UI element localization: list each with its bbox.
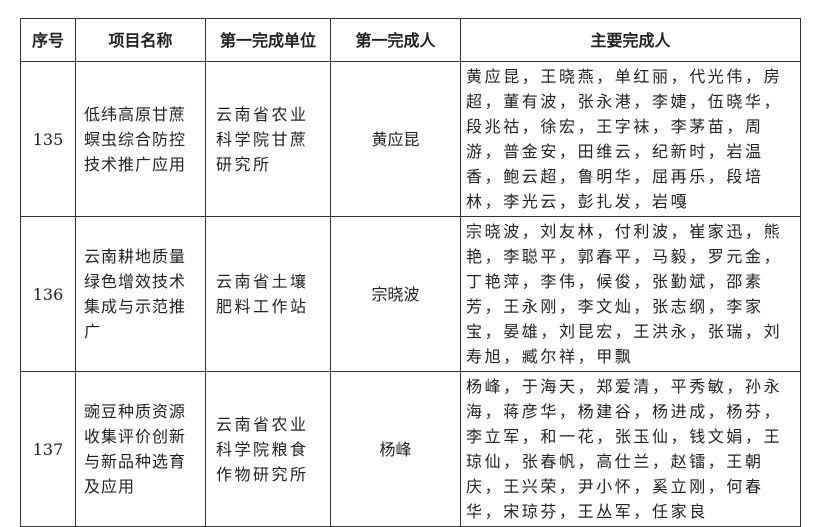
header-no: 序号	[20, 18, 76, 62]
row-no: 135	[20, 61, 76, 217]
row-members: 宗晓波，刘友林，付利波，崔家迅，熊艳，李聪平，郭春平，马毅，罗元金，丁艳萍，李伟…	[460, 216, 801, 372]
row-leader: 黄应昆	[330, 61, 461, 217]
row-members: 黄应昆，王晓燕，单红丽，代光伟，房超，董有波，张永港，李婕，伍晓华，段兆祜，徐宏…	[460, 61, 801, 217]
table-row: 135 低纬高原甘蔗螟虫综合防控技术推广应用 云南省农业科学院甘蔗研究所 黄应昆…	[20, 61, 801, 217]
awards-table: 序号 项目名称 第一完成单位 第一完成人 主要完成人 135 低纬高原甘蔗螟虫综…	[20, 18, 801, 527]
table-row: 136 云南耕地质量绿色增效技术集成与示范推广 云南省土壤肥料工作站 宗晓波 宗…	[20, 216, 801, 372]
header-unit: 第一完成单位	[205, 18, 331, 62]
header-leader: 第一完成人	[330, 18, 461, 62]
table-row: 137 豌豆种质资源收集评价创新与新品种选育及应用 云南省农业科学院粮食作物研究…	[20, 371, 801, 527]
row-members: 杨峰，于海天，郑爱清，平秀敏，孙永海，蒋彦华，杨建谷，杨进成，杨芬，李立军，和一…	[460, 371, 801, 527]
header-row: 序号 项目名称 第一完成单位 第一完成人 主要完成人	[20, 18, 801, 62]
row-project: 云南耕地质量绿色增效技术集成与示范推广	[75, 216, 206, 372]
row-unit: 云南省土壤肥料工作站	[205, 216, 331, 372]
header-project: 项目名称	[75, 18, 206, 62]
row-unit: 云南省农业科学院甘蔗研究所	[205, 61, 331, 217]
row-no: 136	[20, 216, 76, 372]
row-project: 低纬高原甘蔗螟虫综合防控技术推广应用	[75, 61, 206, 217]
row-project: 豌豆种质资源收集评价创新与新品种选育及应用	[75, 371, 206, 527]
header-members: 主要完成人	[460, 18, 801, 62]
row-no: 137	[20, 371, 76, 527]
row-leader: 杨峰	[330, 371, 461, 527]
row-leader: 宗晓波	[330, 216, 461, 372]
row-unit: 云南省农业科学院粮食作物研究所	[205, 371, 331, 527]
